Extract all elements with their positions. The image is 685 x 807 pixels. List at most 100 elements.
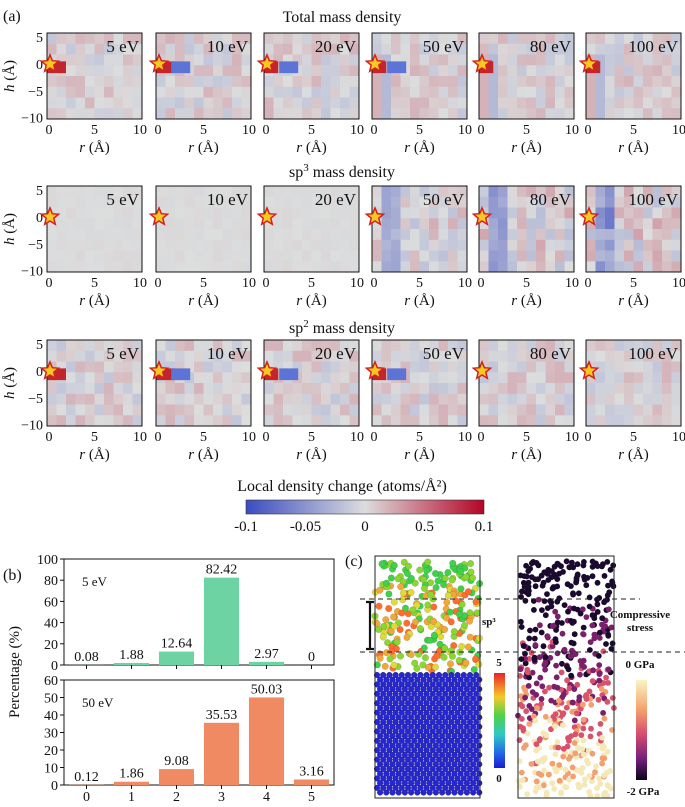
heatmap-cell — [448, 43, 458, 55]
atom — [432, 676, 439, 683]
atom — [547, 654, 554, 661]
atom — [383, 686, 390, 693]
atom — [411, 690, 418, 697]
y-tick-label: 50 — [44, 692, 58, 707]
atom — [383, 723, 390, 730]
atom — [375, 625, 383, 633]
atom — [455, 656, 463, 664]
heatmap-cell — [614, 372, 625, 384]
atom — [445, 723, 452, 730]
atom — [451, 714, 458, 721]
heatmap-cell — [340, 97, 350, 109]
atom — [445, 704, 452, 711]
atom — [408, 676, 415, 683]
heatmap-cell — [113, 350, 124, 362]
atom — [454, 737, 461, 744]
heatmap-cell — [156, 97, 166, 109]
atom — [407, 589, 415, 597]
x-tick-label: 0 — [46, 430, 53, 445]
heatmap-cell — [222, 350, 233, 362]
atom — [457, 676, 464, 683]
heatmap-cell — [564, 33, 575, 45]
atom — [460, 718, 467, 725]
heatmap-cell — [123, 108, 133, 120]
heatmap-cell — [56, 196, 67, 208]
heatmap-cell — [457, 65, 468, 77]
heatmap-cell — [595, 383, 606, 395]
atom — [532, 717, 539, 724]
heatmap-cell — [222, 33, 233, 45]
structure-frame — [517, 555, 615, 799]
heatmap-cell — [302, 350, 312, 362]
atom — [594, 579, 601, 586]
atom — [538, 696, 545, 702]
y-tick-label: 0 — [36, 365, 43, 380]
heatmap-subplot: 50 eV0 5 10r (Å) — [364, 185, 472, 309]
atom — [419, 661, 427, 669]
heatmap-cell — [419, 372, 430, 384]
atom — [394, 575, 402, 583]
atom — [553, 662, 559, 669]
heatmap-cell — [498, 196, 508, 208]
heatmap-cell — [123, 76, 133, 88]
heatmap-cell — [330, 361, 341, 373]
heatmap-cell — [156, 415, 166, 427]
heatmap-cell — [507, 108, 518, 120]
heatmap-cell — [564, 361, 575, 373]
heatmap-cell — [165, 350, 176, 362]
atom — [414, 676, 421, 683]
atom — [429, 775, 436, 782]
atom — [533, 741, 540, 748]
heatmap-cell — [498, 186, 508, 198]
heatmap-cell — [113, 186, 124, 198]
atom — [378, 560, 386, 568]
atom — [470, 714, 477, 721]
heatmap-cell — [526, 97, 537, 109]
atom — [449, 559, 457, 567]
heatmap-cell — [85, 415, 95, 427]
heatmap-cell — [75, 372, 86, 384]
heatmap-cell — [241, 261, 252, 273]
atom — [401, 751, 408, 758]
atom — [377, 704, 384, 711]
heatmap-cell — [156, 350, 166, 362]
heatmap-cell — [340, 86, 350, 98]
heatmap-cell — [85, 97, 95, 109]
heatmap-cell — [311, 340, 322, 352]
atom — [435, 747, 442, 754]
heatmap-cell — [311, 65, 322, 77]
heatmap-cell — [652, 229, 663, 241]
atom — [442, 709, 449, 716]
heatmap-cell — [671, 54, 682, 66]
heatmap-cell — [123, 239, 133, 251]
atom — [386, 690, 393, 697]
heatmap-cell — [273, 86, 284, 98]
atom — [392, 784, 399, 791]
heatmap-cell — [203, 33, 214, 45]
heatmap-cell — [671, 350, 682, 362]
heatmap-cell — [321, 33, 331, 45]
atom — [533, 747, 540, 754]
atom — [564, 677, 570, 684]
heatmap-cell — [517, 393, 527, 405]
atom — [432, 686, 439, 693]
heatmap-cell — [595, 350, 606, 362]
heatmap-cell — [94, 97, 105, 109]
atom — [543, 732, 550, 739]
atom — [580, 701, 586, 708]
heatmap-cell — [652, 65, 663, 77]
heatmap-cell — [311, 186, 322, 198]
heatmap-cell — [349, 404, 360, 416]
heatmap-cell — [311, 43, 322, 55]
atom — [407, 574, 415, 582]
heatmap-cell — [564, 43, 575, 55]
heatmap-cell — [536, 108, 546, 120]
heatmap-cell — [381, 229, 392, 241]
atom — [445, 676, 452, 683]
heatmap-cell — [273, 239, 284, 251]
heatmap-cell — [311, 261, 322, 273]
atom — [404, 775, 411, 782]
heatmap-cell — [330, 261, 341, 273]
heatmap-cell — [85, 86, 95, 98]
atom — [460, 690, 467, 697]
